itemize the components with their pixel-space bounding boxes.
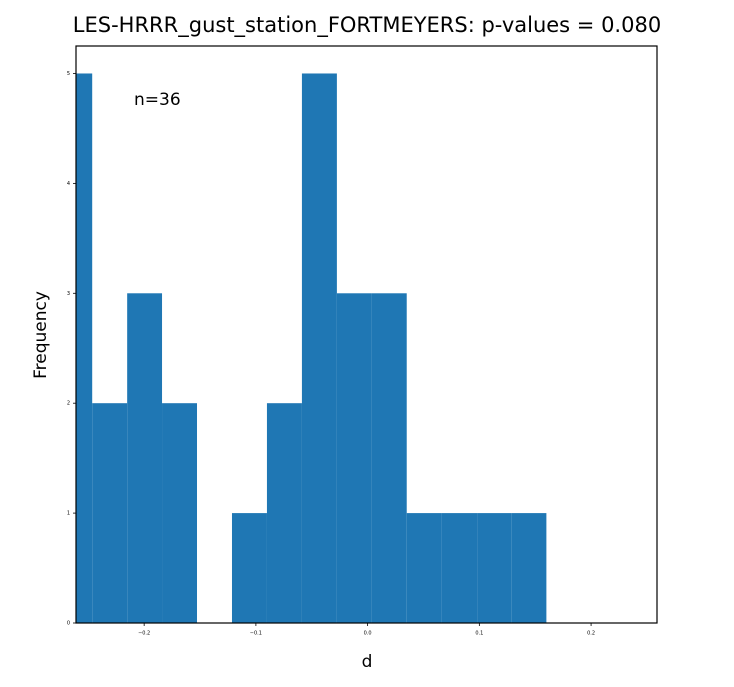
bar [127, 293, 163, 623]
bar [511, 513, 547, 623]
x-axis-label: d [362, 652, 373, 672]
bar [441, 513, 478, 623]
y-tick-label: 4 [67, 181, 70, 187]
x-tick-label: 0.0 [364, 631, 372, 637]
axes-frame [75, 45, 658, 624]
chart-title: LES-HRRR_gust_station_FORTMEYERS: p-valu… [73, 13, 661, 38]
bar [231, 513, 267, 623]
y-tick-label: 5 [67, 71, 70, 77]
y-tick-label: 3 [67, 291, 70, 297]
bar [336, 293, 372, 623]
x-tick-label: −0.1 [250, 631, 262, 637]
y-tick-label: 1 [67, 511, 70, 517]
bar [92, 403, 128, 623]
bar [371, 293, 407, 623]
bar [406, 513, 442, 623]
x-tick-label: 0.1 [475, 631, 483, 637]
bar [162, 403, 198, 623]
x-tick-label: 0.2 [587, 631, 595, 637]
x-tick-label: −0.2 [138, 631, 150, 637]
y-tick-label: 2 [67, 401, 70, 407]
plot-area [76, 73, 547, 623]
annotation: n=36 [134, 90, 181, 110]
bar [301, 73, 337, 623]
y-tick-label: 0 [67, 621, 70, 627]
bar [266, 403, 302, 623]
y-axis-label: Frequency [31, 291, 51, 379]
bar [477, 513, 512, 623]
bar [76, 73, 93, 623]
